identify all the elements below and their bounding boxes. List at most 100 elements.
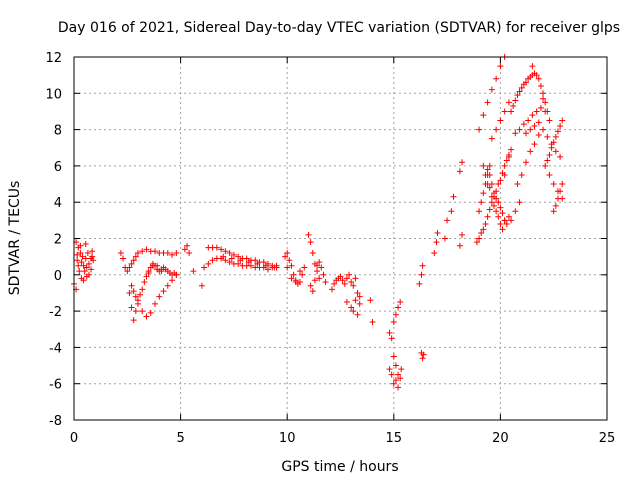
data-point — [83, 264, 90, 271]
data-point — [235, 260, 242, 267]
data-point — [169, 251, 176, 258]
data-point — [484, 99, 491, 106]
data-point — [542, 162, 549, 169]
data-point — [537, 104, 544, 111]
data-point — [546, 171, 553, 178]
data-point — [544, 133, 551, 140]
data-point — [537, 83, 544, 90]
data-point — [305, 231, 312, 238]
data-point — [350, 282, 357, 289]
data-point — [540, 90, 547, 97]
data-point — [128, 304, 135, 311]
data-point — [491, 202, 498, 209]
data-point — [395, 384, 402, 391]
x-tick-label: 0 — [70, 431, 78, 446]
data-point — [181, 246, 188, 253]
data-point — [222, 248, 229, 255]
data-point — [554, 195, 561, 202]
data-point — [512, 208, 519, 215]
data-point — [117, 250, 124, 257]
data-point — [341, 280, 348, 287]
plot-frame — [73, 56, 608, 421]
data-point — [130, 288, 137, 295]
data-point — [288, 262, 295, 269]
data-point — [388, 371, 395, 378]
data-point — [388, 335, 395, 342]
data-point — [512, 130, 519, 137]
data-point — [520, 121, 527, 128]
data-point — [486, 184, 493, 191]
data-point — [550, 181, 557, 188]
data-point — [516, 126, 523, 133]
data-point — [77, 250, 84, 257]
data-point — [78, 259, 85, 266]
data-point — [301, 264, 308, 271]
data-point — [392, 362, 399, 369]
data-point — [247, 262, 254, 269]
data-point — [350, 308, 357, 315]
data-point — [503, 157, 510, 164]
data-point — [542, 99, 549, 106]
data-point — [82, 255, 89, 262]
data-point — [143, 273, 150, 280]
data-point — [80, 277, 87, 284]
data-point — [284, 264, 291, 271]
x-tick-label: 10 — [279, 431, 296, 446]
data-point — [134, 300, 141, 307]
data-point — [88, 266, 95, 273]
data-point — [314, 262, 321, 269]
data-point — [531, 141, 538, 148]
data-point — [546, 117, 553, 124]
data-point — [559, 117, 566, 124]
data-point — [228, 255, 235, 262]
data-point — [156, 293, 163, 300]
data-point — [201, 264, 208, 271]
data-point — [392, 377, 399, 384]
data-point — [254, 260, 261, 267]
data-point — [444, 217, 451, 224]
data-point — [527, 126, 534, 133]
x-tick-label: 20 — [492, 431, 509, 446]
data-point — [134, 250, 141, 257]
data-point — [518, 171, 525, 178]
data-point — [356, 300, 363, 307]
data-point — [311, 277, 318, 284]
data-point — [339, 277, 346, 284]
data-point — [418, 271, 425, 278]
data-point — [522, 130, 529, 137]
data-point — [152, 248, 159, 255]
data-point — [271, 264, 278, 271]
data-point — [416, 280, 423, 287]
data-point — [497, 63, 504, 70]
data-point — [497, 117, 504, 124]
data-point — [322, 279, 329, 286]
data-point — [557, 188, 564, 195]
data-point — [309, 288, 316, 295]
data-point — [85, 260, 92, 267]
data-point — [390, 318, 397, 325]
data-point — [126, 264, 133, 271]
data-point — [292, 279, 299, 286]
data-point — [548, 144, 555, 151]
data-point — [354, 289, 361, 296]
x-tick-label: 15 — [386, 431, 403, 446]
data-point — [226, 259, 233, 266]
data-point — [152, 300, 159, 307]
data-point — [480, 226, 487, 233]
data-point — [126, 289, 133, 296]
data-point — [307, 282, 314, 289]
data-point — [476, 235, 483, 242]
data-point — [516, 88, 523, 95]
data-point — [508, 146, 515, 153]
data-point — [164, 282, 171, 289]
data-point — [328, 286, 335, 293]
data-point — [80, 262, 87, 269]
data-point — [392, 311, 399, 318]
data-point — [282, 253, 289, 260]
data-point — [514, 181, 521, 188]
data-point — [160, 288, 167, 295]
data-point — [286, 257, 293, 264]
data-point — [480, 162, 487, 169]
data-point — [132, 293, 139, 300]
